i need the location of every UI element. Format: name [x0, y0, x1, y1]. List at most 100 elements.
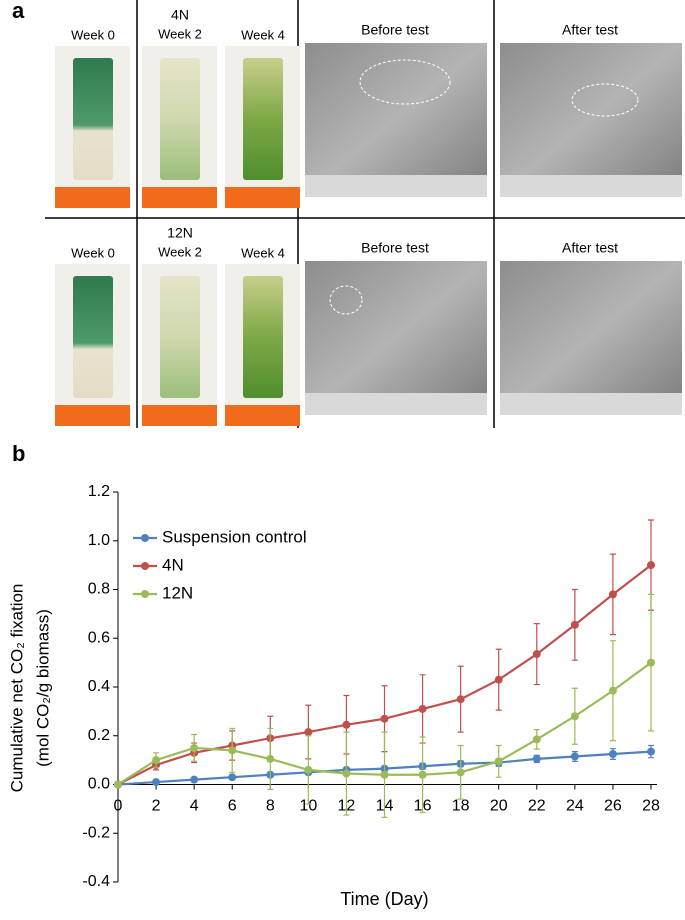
panel-b: b-0.4-0.20.00.20.40.60.81.01.20 2 4 6 8 10 12 1…: [7, 441, 660, 909]
group-label: 4N: [171, 7, 189, 23]
ruler: [55, 187, 130, 208]
data-point: [152, 756, 161, 765]
y-tick-label: -0.4: [82, 873, 110, 890]
data-point: [418, 770, 427, 779]
week-label: Week 0: [71, 245, 115, 260]
data-point: [266, 754, 275, 763]
x-tick-label: 26: [604, 798, 622, 815]
data-point: [456, 768, 465, 777]
region-outline: [359, 59, 451, 105]
region-outline: [329, 285, 363, 315]
sem-label: After test: [562, 240, 618, 256]
data-point: [342, 769, 351, 778]
scaffold: [160, 276, 200, 398]
data-point: [608, 750, 617, 759]
data-point: [647, 658, 655, 667]
legend-label: Suspension control: [162, 527, 307, 546]
x-tick-label: 24: [566, 798, 584, 815]
x-tick-label: 28: [642, 798, 660, 815]
week-label: Week 4: [241, 245, 285, 260]
data-point: [570, 752, 579, 761]
ruler: [142, 187, 217, 208]
legend-marker: [141, 562, 149, 570]
week-label: Week 0: [71, 27, 115, 42]
x-tick-label: 22: [528, 798, 546, 815]
sem-infobar: [500, 393, 682, 415]
x-axis-title: Time (Day): [340, 889, 428, 909]
data-point: [608, 686, 617, 695]
data-point: [647, 747, 655, 756]
data-point: [494, 675, 503, 684]
sem-label: Before test: [361, 22, 429, 38]
legend-marker: [141, 534, 149, 542]
scaffold: [243, 58, 283, 180]
ruler: [225, 405, 300, 426]
data-point: [532, 735, 541, 744]
week-label: Week 2: [158, 244, 202, 259]
sem-label: Before test: [361, 240, 429, 256]
data-point: [114, 780, 122, 789]
x-tick-label: 0: [114, 798, 123, 815]
x-tick-label: 10: [299, 798, 317, 815]
x-tick-label: 4: [190, 798, 199, 815]
y-tick-label: 0.4: [88, 678, 110, 695]
x-tick-label: 6: [228, 798, 237, 815]
week-label: Week 4: [241, 27, 285, 42]
week-label: Week 2: [158, 26, 202, 41]
data-point: [380, 714, 389, 723]
x-tick-label: 18: [452, 798, 470, 815]
panel-label: a: [12, 0, 25, 23]
y-tick-label: 1.0: [88, 532, 110, 549]
ruler: [55, 405, 130, 426]
scaffold: [73, 58, 113, 180]
data-point: [608, 590, 617, 599]
data-point: [494, 757, 503, 766]
legend-marker: [141, 590, 149, 598]
data-point: [304, 765, 313, 774]
data-point: [304, 728, 313, 737]
data-point: [647, 561, 655, 570]
y-tick-label: 0.8: [88, 581, 110, 598]
legend-label: 4N: [162, 555, 184, 574]
data-point: [456, 695, 465, 704]
sem-image: [305, 261, 487, 413]
data-point: [228, 773, 237, 782]
sem-image: [500, 261, 682, 413]
scaffold: [160, 58, 200, 180]
sem-label: After test: [562, 22, 618, 38]
y-axis-title: (mol CO₂/g biomass): [33, 609, 52, 767]
scaffold: [73, 276, 113, 398]
ruler: [142, 405, 217, 426]
x-tick-label: 20: [490, 798, 508, 815]
sem-image: [305, 43, 487, 195]
y-tick-label: 0.2: [88, 727, 110, 744]
region-outline: [571, 83, 639, 117]
sem-infobar: [305, 175, 487, 197]
x-tick-label: 8: [266, 798, 275, 815]
panel-a: a 4N Week 0 Week 2 Week 4 Before test After te…: [12, 0, 685, 428]
sem-infobar: [500, 175, 682, 197]
y-tick-label: -0.2: [82, 824, 110, 841]
data-point: [190, 743, 199, 752]
y-tick-label: 0.0: [88, 776, 110, 793]
ruler: [225, 187, 300, 208]
legend-label: 12N: [162, 583, 193, 602]
sem-image: [500, 43, 682, 195]
data-point: [570, 712, 579, 721]
y-axis-title: Cumulative net CO₂ fixation: [7, 584, 26, 793]
data-point: [532, 650, 541, 659]
x-tick-label: 2: [152, 798, 161, 815]
data-point: [418, 704, 427, 713]
group-label: 12N: [167, 225, 193, 241]
data-point: [570, 620, 579, 629]
y-tick-label: 1.2: [88, 483, 110, 500]
y-tick-label: 0.6: [88, 629, 110, 646]
sem-infobar: [305, 393, 487, 415]
data-point: [190, 775, 199, 784]
data-point: [342, 720, 351, 729]
data-point: [152, 778, 161, 787]
scaffold: [243, 276, 283, 398]
data-point: [532, 754, 541, 763]
panel-label: b: [12, 441, 25, 466]
